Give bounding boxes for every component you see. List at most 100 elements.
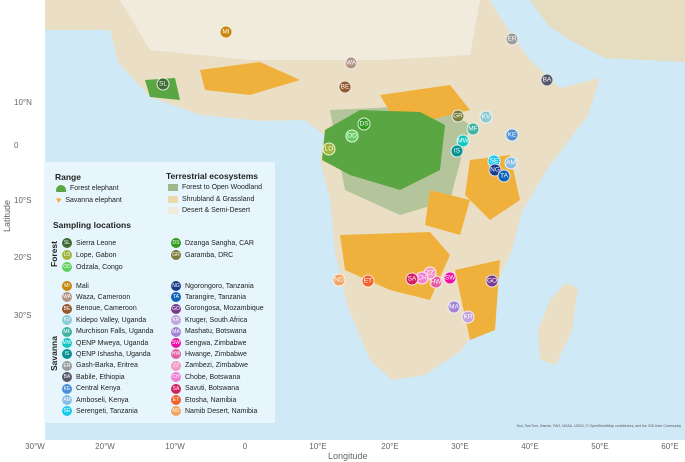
site-marker-icon: ER xyxy=(62,360,72,371)
site-marker-go[interactable]: GO xyxy=(485,274,499,288)
site-marker-sw[interactable]: SW xyxy=(443,271,457,285)
site-name: Zambezi, Zimbabwe xyxy=(185,362,249,370)
legend-site-ng: NG Ngorongoro, Tanzania xyxy=(171,281,254,291)
site-marker-mw[interactable]: MW xyxy=(456,134,470,148)
x-tick-label: 20°W xyxy=(95,442,115,451)
site-marker-ke[interactable]: KE xyxy=(505,128,519,142)
site-marker-gr[interactable]: GR xyxy=(451,109,465,123)
legend-label: Forest elephant xyxy=(70,185,119,192)
site-name: Central Kenya xyxy=(76,385,121,393)
site-marker-ba[interactable]: BA xyxy=(540,73,554,87)
y-tick-label: 0 xyxy=(14,141,19,150)
site-name: Kidepo Valley, Uganda xyxy=(76,316,147,324)
site-marker-icon: KR xyxy=(171,315,181,326)
site-name: Waza, Cameroon xyxy=(76,293,131,301)
legend-site-sa: SA Savuti, Botswana xyxy=(171,383,240,394)
site-name: Sierra Leone xyxy=(76,239,117,247)
savanna-group-label: Savanna xyxy=(49,336,59,371)
x-axis-label: Longitude xyxy=(328,451,368,461)
y-axis-label: Latitude xyxy=(2,199,12,232)
site-name: Odzala, Congo xyxy=(76,263,123,271)
legend-site-go: GO Gorongosa, Mozambique xyxy=(171,303,264,314)
legend-site-er: ER Gash-Barka, Eritrea xyxy=(62,360,138,371)
site-marker-kv[interactable]: KV xyxy=(479,110,493,124)
site-name: Etosha, Namibia xyxy=(185,396,237,404)
legend-site-sw: SW Sengwa, Zimbabwe xyxy=(171,338,246,348)
madagascar-land xyxy=(538,283,578,365)
legend: Range Forest elephant ♥ Savanna elephant … xyxy=(44,162,275,423)
site-name: Babile, Ethiopia xyxy=(76,373,125,381)
arabia-land xyxy=(530,0,685,62)
site-name: Mashatu, Botswana xyxy=(185,328,247,336)
site-marker-icon: NG xyxy=(171,281,181,291)
site-marker-lo[interactable]: LO xyxy=(322,142,336,156)
savanna-elephant-icon: ♥ xyxy=(56,195,62,205)
y-tick-label: 10°N xyxy=(14,98,32,107)
site-marker-ma[interactable]: MA xyxy=(447,300,461,314)
site-marker-et[interactable]: ET xyxy=(361,274,375,288)
site-marker-sl[interactable]: SL xyxy=(156,77,170,91)
site-name: Gorongosa, Mozambique xyxy=(185,305,264,313)
legend-site-od: OD Odzala, Congo xyxy=(62,262,123,272)
site-marker-kr[interactable]: KR xyxy=(461,310,475,324)
x-tick-label: 0 xyxy=(242,442,248,451)
site-marker-icon: WA xyxy=(62,292,72,303)
site-marker-icon: CH xyxy=(171,372,181,383)
site-marker-icon: KV xyxy=(62,315,72,326)
site-marker-er[interactable]: ER xyxy=(505,32,519,46)
shrubland-swatch xyxy=(168,196,178,203)
legend-site-ta: TA Tarangire, Tanzania xyxy=(171,292,246,303)
site-name: Murchison Falls, Uganda xyxy=(76,328,154,336)
legend-site-nd: ND Namib Desert, Namibia xyxy=(171,406,257,417)
legend-site-be: BE Benoue, Cameroon xyxy=(62,303,137,314)
legend-site-kr: KR Kruger, South Africa xyxy=(171,315,247,326)
site-marker-ds[interactable]: DS xyxy=(357,117,371,131)
y-tick-label: 10°S xyxy=(14,196,32,205)
y-tick-label: 30°S xyxy=(14,311,32,320)
site-name: Serengeti, Tanzania xyxy=(76,407,138,415)
legend-site-gr: GR Garamba, DRC xyxy=(171,250,233,260)
site-marker-od[interactable]: OD xyxy=(345,129,359,143)
site-marker-icon: LO xyxy=(62,250,72,260)
site-marker-wa[interactable]: WA xyxy=(344,56,358,70)
range-title: Range xyxy=(55,172,81,182)
legend-site-se: SE Serengeti, Tanzania xyxy=(62,406,138,417)
site-marker-icon: IS xyxy=(62,349,72,360)
site-marker-am[interactable]: AM xyxy=(504,156,518,170)
site-marker-icon: MF xyxy=(62,326,72,337)
site-marker-icon: SL xyxy=(62,238,72,248)
site-marker-icon: BA xyxy=(62,372,72,383)
legend-site-wa: WA Waza, Cameroon xyxy=(62,292,131,303)
x-tick-label: 20°E xyxy=(381,442,399,451)
x-tick-label: 30°W xyxy=(25,442,45,451)
site-marker-icon: HW xyxy=(171,349,181,360)
site-name: Hwange, Zimbabwe xyxy=(185,350,247,358)
x-tick-label: 40°E xyxy=(521,442,539,451)
sampling-title: Sampling locations xyxy=(53,220,131,230)
site-marker-mi[interactable]: MI xyxy=(219,25,233,39)
legend-site-ke: KE Central Kenya xyxy=(62,383,121,394)
x-tick-label: 30°E xyxy=(451,442,469,451)
legend-site-ba: BA Babile, Ethiopia xyxy=(62,372,125,383)
site-marker-icon: GO xyxy=(171,303,181,314)
x-tick-label: 10°E xyxy=(309,442,327,451)
site-marker-nd[interactable]: ND xyxy=(332,273,346,287)
site-marker-icon: BE xyxy=(62,303,72,314)
site-marker-is[interactable]: IS xyxy=(450,144,464,158)
site-marker-ta[interactable]: TA xyxy=(497,169,511,183)
y-tick-label: 20°S xyxy=(14,253,32,262)
site-marker-icon: SE xyxy=(62,406,72,417)
site-marker-icon: SW xyxy=(171,338,181,348)
legend-site-am: AM Amboseli, Kenya xyxy=(62,395,129,405)
site-marker-icon: GR xyxy=(171,250,181,260)
legend-label: Savanna elephant xyxy=(65,196,122,204)
legend-site-kv: KV Kidepo Valley, Uganda xyxy=(62,315,147,326)
site-marker-be[interactable]: BE xyxy=(338,80,352,94)
x-tick-label: 10°W xyxy=(165,442,185,451)
site-marker-sa[interactable]: SA xyxy=(405,272,419,286)
legend-site-is: IS QENP Ishasha, Uganda xyxy=(62,349,151,360)
site-marker-mf[interactable]: MF xyxy=(466,122,480,136)
site-name: Ngorongoro, Tanzania xyxy=(185,282,254,290)
site-name: Savuti, Botswana xyxy=(185,385,240,393)
site-marker-icon: KE xyxy=(62,383,72,394)
